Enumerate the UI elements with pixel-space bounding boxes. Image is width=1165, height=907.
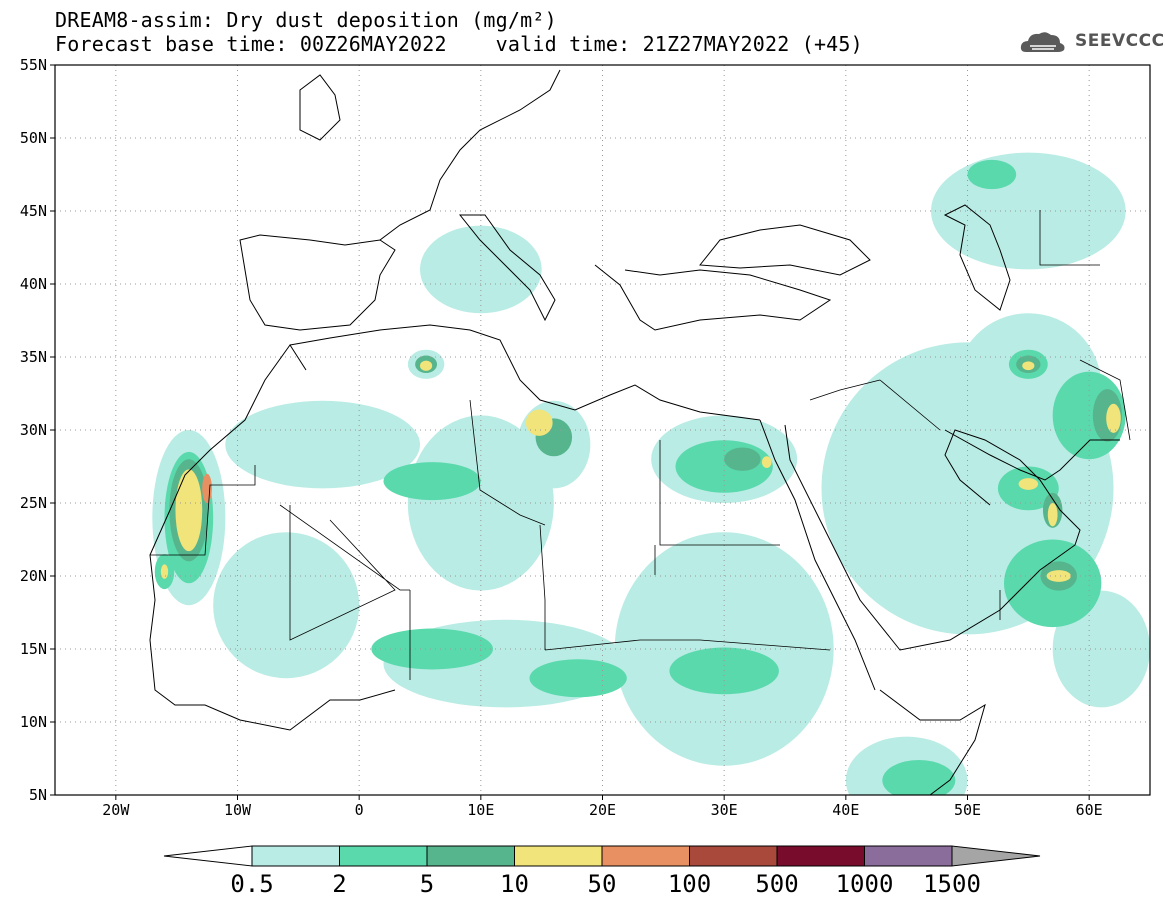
dust-patch — [420, 225, 542, 314]
colorbar-segment — [251, 845, 340, 867]
coastline-horn — [879, 689, 986, 795]
dust-patch — [213, 532, 360, 679]
lon-tick-label: 50E — [954, 801, 981, 819]
lat-tick-label: 40N — [20, 275, 47, 293]
colorbar-label: 50 — [588, 870, 617, 898]
dust-patch — [529, 659, 627, 698]
colorbar-label: 10 — [500, 870, 529, 898]
map-title: DREAM8-assim: Dry dust deposition (mg/m²… — [55, 8, 557, 32]
lat-tick-label: 30N — [20, 421, 47, 439]
lon-tick-label: 60E — [1076, 801, 1103, 819]
colorbar-segment — [689, 845, 778, 867]
border-lines — [150, 210, 1131, 680]
dust-patch — [1018, 478, 1039, 490]
forecast-time-subtitle: Forecast base time: 00Z26MAY2022 valid t… — [55, 32, 863, 56]
coastline-europe-north — [379, 69, 561, 241]
lat-tick-label: 10N — [20, 713, 47, 731]
lon-tick-label: 10W — [224, 801, 252, 819]
colorbar-label: 1500 — [923, 870, 981, 898]
lon-tick-label: 40E — [832, 801, 859, 819]
dust-patch — [882, 759, 956, 795]
dust-patch — [1022, 361, 1035, 371]
colorbar-upper-extension — [951, 845, 1041, 867]
dust-patch — [160, 564, 169, 579]
dust-patch — [420, 360, 433, 371]
colorbar-label: 2 — [332, 870, 346, 898]
dust-patch — [1047, 503, 1058, 527]
coastline-iberia — [239, 234, 396, 331]
dust-patch — [675, 440, 773, 493]
colorbar-segment — [776, 845, 865, 867]
dust-patch — [967, 159, 1017, 190]
dust-patch — [371, 628, 493, 670]
lat-tick-label: 5N — [29, 786, 47, 804]
dust-patch — [525, 409, 553, 436]
colorbar: 0.5 2 5 10 50 100 500 1000 1500 — [163, 845, 1041, 898]
colorbar-label: 5 — [420, 870, 434, 898]
dust-patch — [383, 462, 481, 501]
colorbar-segment — [514, 845, 603, 867]
colorbar-label: 500 — [755, 870, 798, 898]
coastline-north-africa — [289, 324, 761, 421]
coastline-caspian — [943, 204, 1011, 311]
lon-tick-label: 0 — [355, 801, 364, 819]
colorbar-segment — [601, 845, 690, 867]
coastline-persian-gulf — [944, 429, 1120, 481]
colorbar-label: 1000 — [836, 870, 894, 898]
dust-patch — [175, 469, 203, 552]
colorbar-lower-extension — [163, 845, 253, 867]
lon-tick-label: 30E — [711, 801, 738, 819]
lon-tick-label: 20E — [589, 801, 616, 819]
lat-tick-label: 25N — [20, 494, 47, 512]
cloud-icon — [1020, 32, 1065, 52]
colorbar-segment — [339, 845, 428, 867]
coastline-west-africa — [149, 344, 396, 731]
dust-patch — [1046, 570, 1071, 582]
coastline-britain — [299, 74, 341, 141]
coastline-greece-turkey — [594, 264, 832, 331]
lon-tick-label: 20W — [102, 801, 130, 819]
dust-patch — [1106, 403, 1121, 433]
dust-patch — [225, 400, 420, 489]
dust-patch — [724, 447, 761, 471]
lat-tick-label: 15N — [20, 640, 47, 658]
lat-tick-label: 50N — [20, 129, 47, 147]
lat-tick-label: 20N — [20, 567, 47, 585]
coastline-italy — [458, 214, 556, 322]
coastline-red-sea — [759, 419, 876, 691]
lat-tick-label: 55N — [20, 56, 47, 74]
lat-tick-label: 35N — [20, 348, 47, 366]
logo-text: SEEVCCC — [1075, 31, 1165, 51]
coastline-black-sea — [699, 224, 871, 276]
dust-patch — [202, 473, 212, 503]
colorbar-label: 0.5 — [230, 870, 273, 898]
dust-patch — [761, 456, 772, 468]
colorbar-segment — [864, 845, 953, 867]
colorbar-label: 100 — [668, 870, 711, 898]
colorbar-segment — [426, 845, 515, 867]
lat-tick-label: 45N — [20, 202, 47, 220]
lon-tick-label: 10E — [467, 801, 494, 819]
